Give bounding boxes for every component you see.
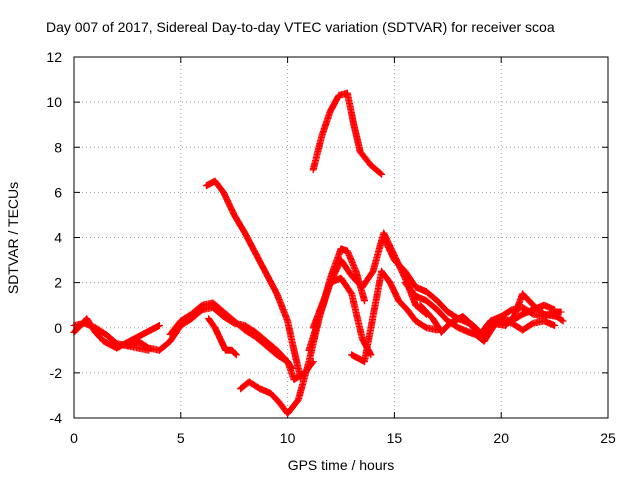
y-tick-label: 12 xyxy=(46,49,62,65)
x-tick-label: 20 xyxy=(493,430,509,446)
x-axis: 0 5 10 15 20 25 xyxy=(70,57,616,446)
chart-title: Day 007 of 2017, Sidereal Day-to-day VTE… xyxy=(46,19,555,35)
data-markers xyxy=(237,274,375,417)
x-tick-label: 10 xyxy=(280,430,296,446)
data-markers xyxy=(348,267,441,366)
y-tick-label: 2 xyxy=(54,275,62,291)
series-track-10 xyxy=(348,267,441,366)
grid xyxy=(74,57,608,418)
series-track-11 xyxy=(309,89,386,178)
x-tick-label: 5 xyxy=(177,430,185,446)
data-markers xyxy=(166,299,296,372)
y-tick-label: 4 xyxy=(54,230,62,246)
data-series-layer xyxy=(70,89,567,417)
y-tick-label: -2 xyxy=(50,365,63,381)
series-track-4 xyxy=(166,299,296,372)
x-tick-label: 0 xyxy=(70,430,78,446)
y-tick-label: -4 xyxy=(50,410,63,426)
data-markers xyxy=(202,177,304,381)
series-track-15 xyxy=(487,317,559,334)
y-axis: -4 -2 0 2 4 6 8 10 12 xyxy=(46,49,608,426)
y-tick-label: 0 xyxy=(54,320,62,336)
data-markers xyxy=(487,317,559,334)
plot-frame xyxy=(73,56,609,419)
y-tick-label: 6 xyxy=(54,184,62,200)
data-markers xyxy=(309,89,386,178)
data-markers xyxy=(205,315,240,359)
x-tick-label: 25 xyxy=(600,430,616,446)
x-tick-label: 15 xyxy=(387,430,403,446)
x-axis-label: GPS time / hours xyxy=(288,457,395,473)
series-track-7 xyxy=(237,274,375,417)
series-track-5 xyxy=(205,315,240,359)
y-tick-label: 8 xyxy=(54,139,62,155)
series-track-6 xyxy=(202,177,304,381)
y-tick-label: 10 xyxy=(46,94,62,110)
y-axis-label: SDTVAR / TECUs xyxy=(5,182,21,294)
